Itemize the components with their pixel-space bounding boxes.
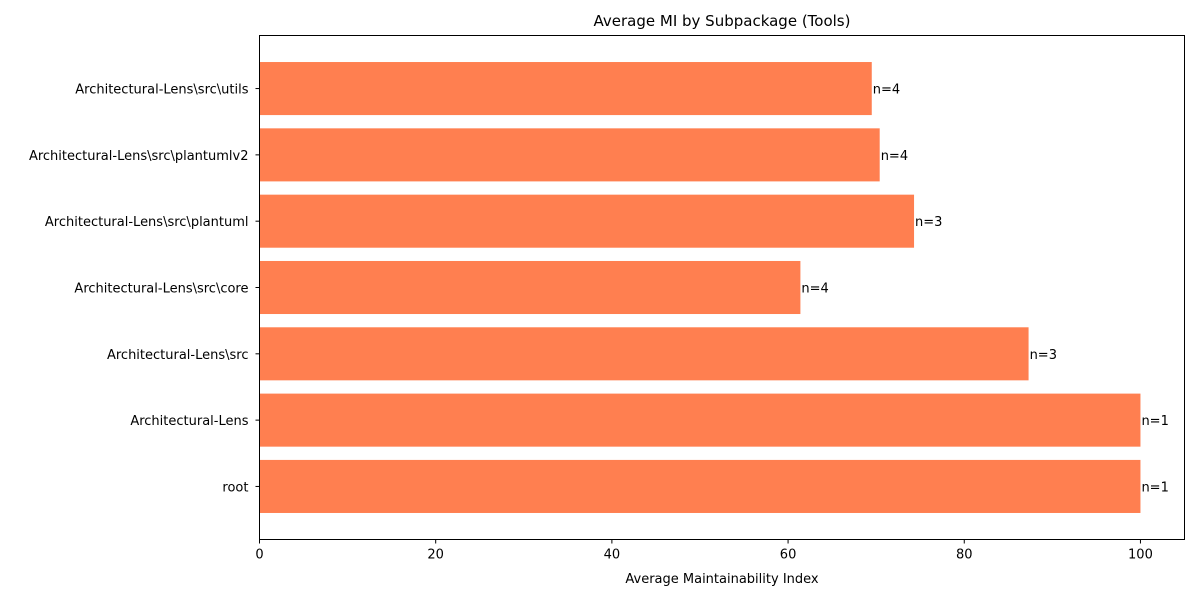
x-tick-label: 0 <box>255 548 263 563</box>
x-tick-label: 60 <box>780 548 797 563</box>
x-tick-label: 80 <box>956 548 973 563</box>
x-axis: 0 20 40 60 80 100 <box>255 539 1153 563</box>
x-axis-label: Average Maintainability Index <box>625 572 819 587</box>
bars-group: n=1 n=1 n=3 n=4 n=3 n=4 n=4 <box>259 62 1169 513</box>
bar-data-label: n=3 <box>915 215 942 230</box>
y-tick-label: Architectural-Lens <box>130 414 248 429</box>
y-tick-label: Architectural-Lens\src <box>107 348 249 363</box>
bar <box>259 62 872 116</box>
y-axis: root Architectural-Lens Architectural-Lens… <box>29 83 260 495</box>
x-tick-label: 40 <box>604 548 621 563</box>
bar-data-label: n=1 <box>1141 480 1168 495</box>
x-tick-label: 100 <box>1128 548 1153 563</box>
bar-data-label: n=1 <box>1141 414 1168 429</box>
y-tick-label: Architectural-Lens\src\utils <box>75 83 248 98</box>
plot-frame <box>259 35 1185 540</box>
bar <box>259 260 801 315</box>
bar-data-label: n=3 <box>1030 348 1057 363</box>
bar <box>259 327 1029 381</box>
bar <box>259 128 880 182</box>
bar <box>259 393 1141 447</box>
bar-data-label: n=4 <box>801 282 828 297</box>
y-tick-label: Architectural-Lens\src\plantuml <box>45 215 249 230</box>
y-tick-label: Architectural-Lens\src\plantumlv2 <box>29 149 249 164</box>
chart-title: Average MI by Subpackage (Tools) <box>594 12 851 30</box>
bar-data-label: n=4 <box>881 149 908 164</box>
x-tick-label: 20 <box>427 548 444 563</box>
y-tick-label: Architectural-Lens\src\core <box>74 282 248 297</box>
bar <box>259 194 915 248</box>
bar <box>259 459 1141 513</box>
y-tick-label: root <box>222 480 248 495</box>
bar-data-label: n=4 <box>873 83 900 98</box>
